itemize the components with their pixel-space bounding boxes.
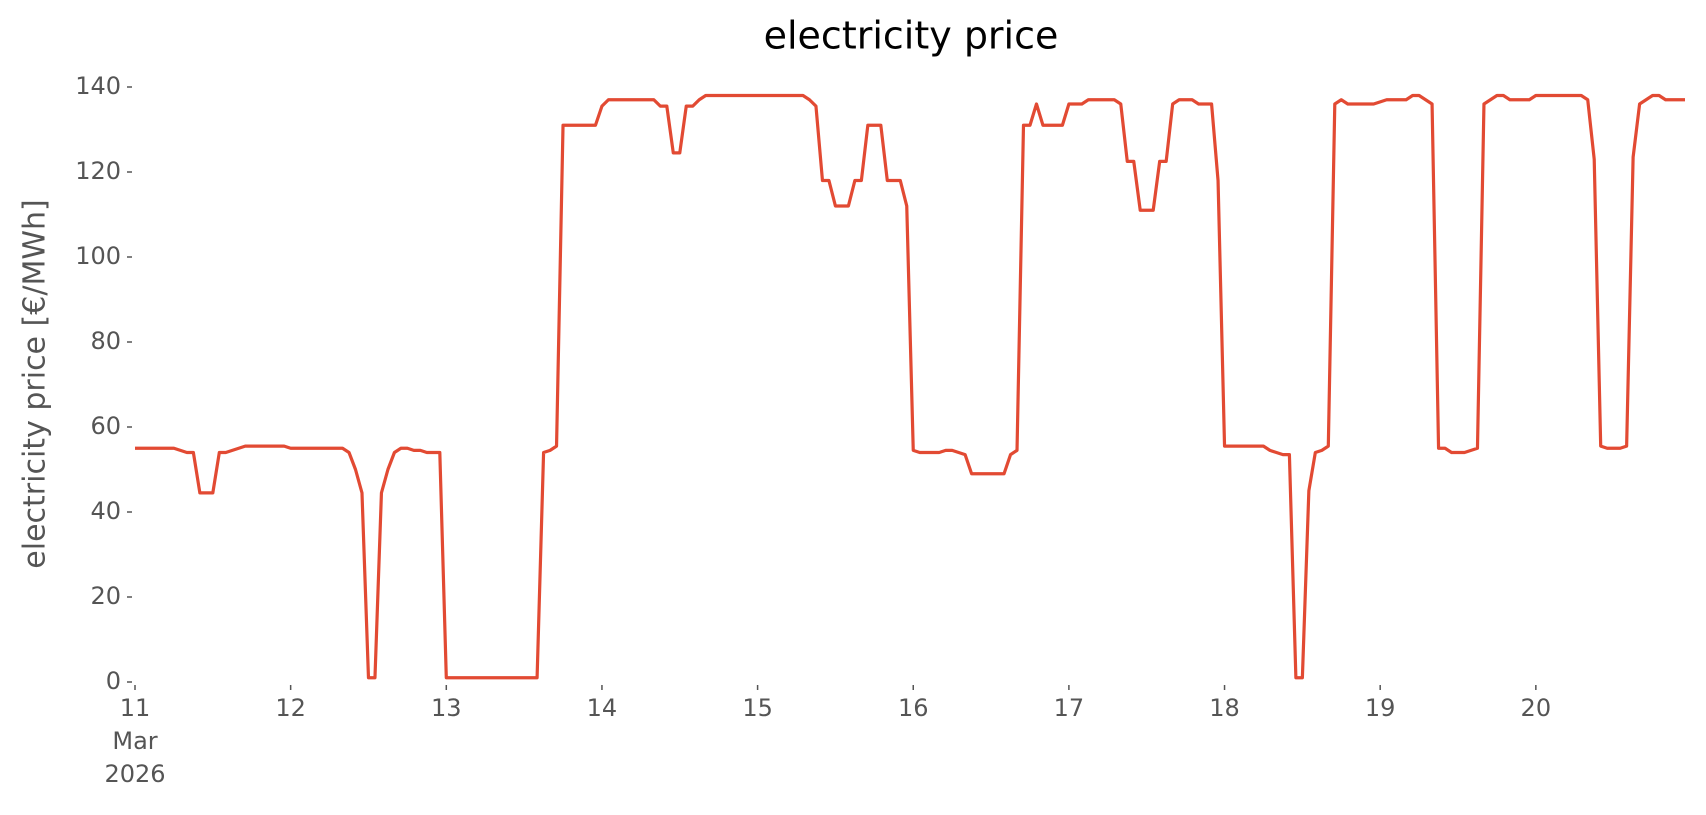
y-tick-label: 60 bbox=[90, 412, 121, 440]
y-tick-label: 100 bbox=[75, 242, 121, 270]
x-tick-label: 14 bbox=[586, 694, 618, 722]
chart-title: electricity price bbox=[764, 14, 1059, 58]
x-tick-label: 19 bbox=[1364, 694, 1396, 722]
x-tick-label: 17 bbox=[1053, 694, 1085, 722]
x-tick-label: 11 Mar 2026 bbox=[104, 694, 166, 788]
x-tick-label: 18 bbox=[1209, 694, 1240, 722]
y-tick-label: 0 bbox=[106, 667, 121, 695]
y-tick-label: 80 bbox=[90, 327, 121, 355]
x-tick-label: 12 bbox=[275, 694, 306, 722]
x-tick-label: 15 bbox=[742, 694, 773, 722]
y-tick-label: 40 bbox=[90, 497, 121, 525]
y-tick-label: 140 bbox=[75, 72, 121, 100]
y-tick-label: 20 bbox=[90, 582, 121, 610]
y-tick-label: 120 bbox=[75, 157, 121, 185]
x-tick-label: 13 bbox=[431, 694, 462, 722]
price-line bbox=[135, 93, 1685, 680]
x-tick-label: 16 bbox=[897, 694, 929, 722]
x-tick-label: 20 bbox=[1520, 694, 1552, 722]
y-axis-label: electricity price [€/MWh] bbox=[18, 199, 53, 568]
